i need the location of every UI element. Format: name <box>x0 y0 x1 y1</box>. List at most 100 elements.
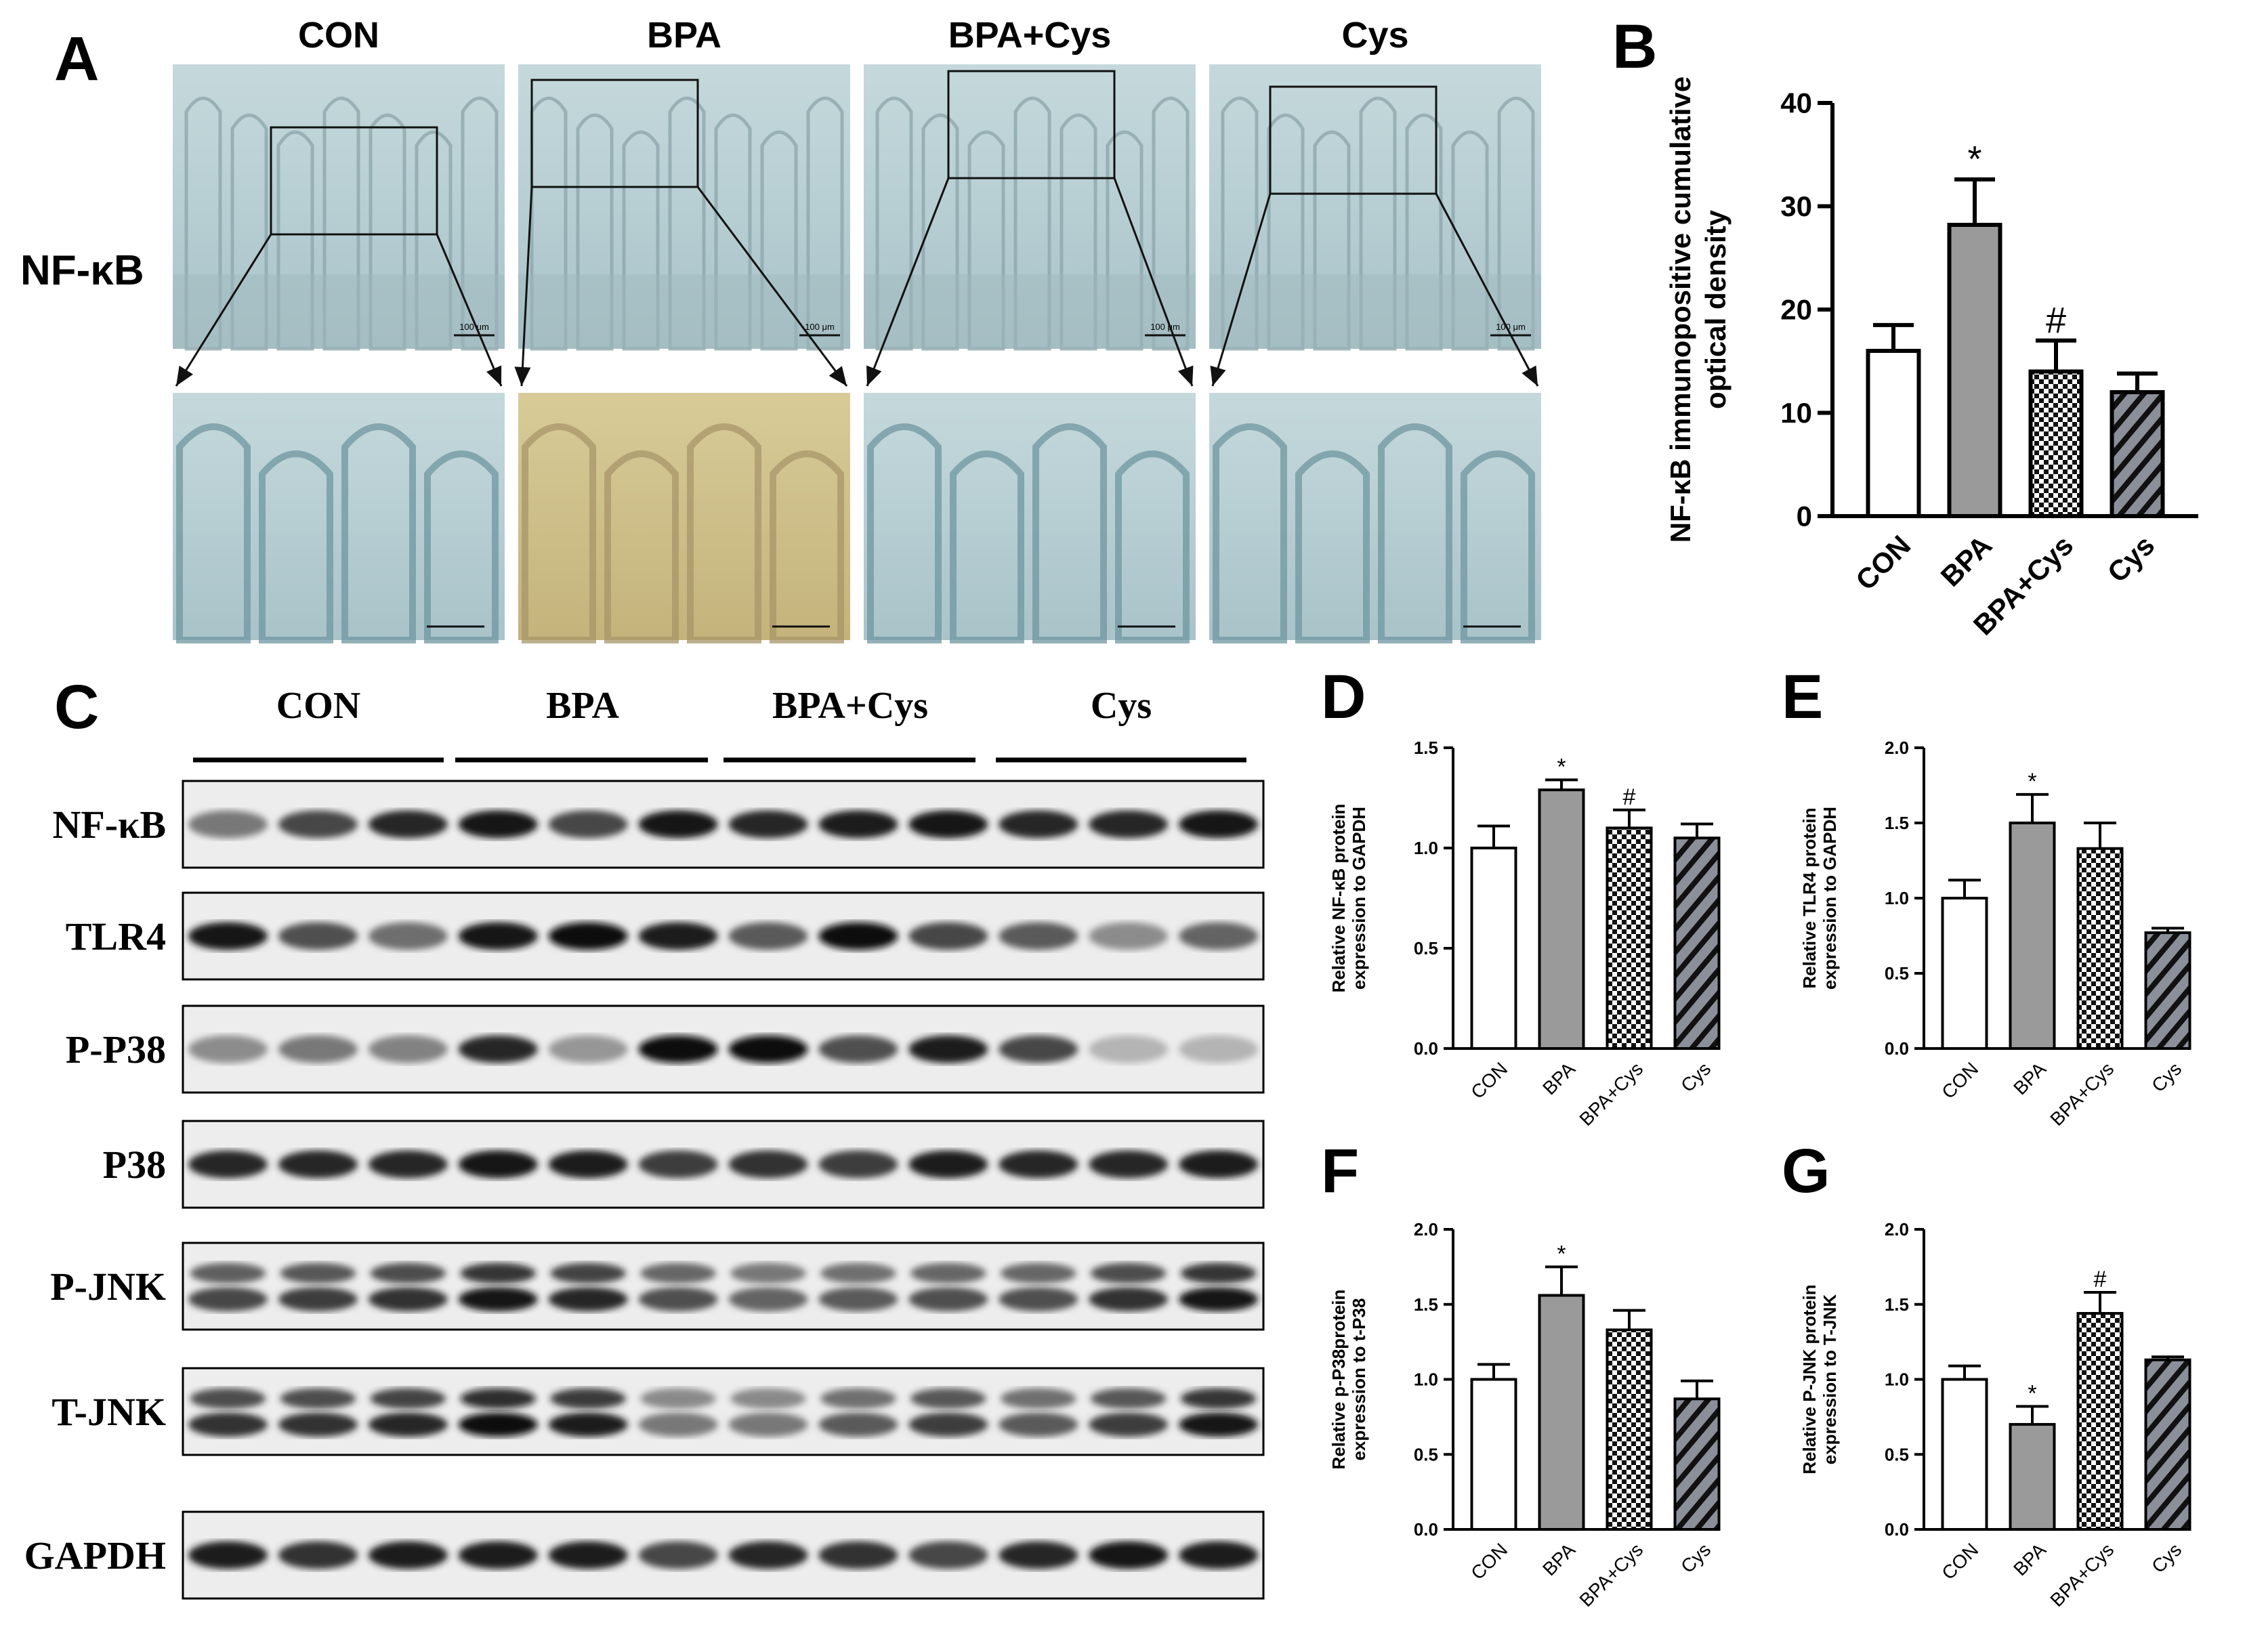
blot-band <box>908 1150 988 1179</box>
x-category-label: CON <box>1937 1539 1982 1584</box>
blot-band <box>278 1287 358 1312</box>
blot-band <box>1179 922 1259 950</box>
scale-bar-label: 100 μm <box>459 322 489 332</box>
blot-band <box>818 1412 898 1437</box>
x-category-label: Cys <box>2147 1058 2185 1096</box>
blot-band <box>1089 1287 1169 1312</box>
y-tick-label: 10 <box>1780 397 1812 429</box>
blot-band <box>190 1263 266 1284</box>
blot-row: TLR4 <box>66 891 1265 981</box>
y-tick-label: 20 <box>1780 294 1812 326</box>
panel-letter-d: D <box>1321 662 1366 732</box>
panel-a-row-label: NF-κB <box>20 247 144 294</box>
blot-band <box>638 1035 718 1063</box>
blot-band <box>368 810 448 839</box>
blot-band <box>548 922 628 950</box>
bar <box>2076 1312 2124 1531</box>
blot-band <box>818 1150 898 1179</box>
blot-band <box>818 810 898 839</box>
blot-membrane <box>182 1242 1265 1331</box>
blot-band <box>368 1035 448 1063</box>
blot-band <box>458 1287 538 1312</box>
panel-g-chart: 0.0 0.5 1.0 1.5 2.0 Relative P-JNK protein exp… <box>1799 1219 2191 1611</box>
blot-band <box>728 810 808 839</box>
x-category-label: Cys <box>1677 1539 1715 1577</box>
blot-band <box>1089 1150 1169 1179</box>
y-tick-label: 0.5 <box>1885 1444 1909 1464</box>
blot-band <box>548 1150 628 1179</box>
bar <box>2028 369 2084 518</box>
blot-band <box>908 1412 988 1437</box>
significance-mark: * <box>2028 769 2036 795</box>
micrograph-overview: 100 μm <box>173 64 505 351</box>
blot-band <box>1089 1412 1169 1437</box>
blot-band <box>638 922 718 950</box>
micrograph-overview: 100 μm <box>1209 64 1541 351</box>
blot-band <box>908 1287 988 1312</box>
blot-membrane <box>182 1004 1265 1094</box>
blot-band <box>458 922 538 950</box>
x-category-label: BPA <box>1538 1058 1579 1099</box>
x-category-label: CON <box>1467 1058 1511 1103</box>
blot-band <box>999 922 1078 950</box>
x-category-label: BPA+Cys <box>2047 1058 2118 1130</box>
blot-band <box>548 1035 628 1063</box>
blot-band <box>908 1541 988 1569</box>
blot-band <box>818 1541 898 1569</box>
blot-band <box>368 1150 448 1179</box>
y-axis-label: NF-κB immunopositive cumulative <box>1664 77 1696 543</box>
blot-band <box>1000 1388 1076 1410</box>
zoom-arrow <box>1211 193 1272 387</box>
blot-row: T-JNK <box>51 1367 1265 1456</box>
blot-band <box>278 1541 358 1569</box>
bar <box>2076 847 2124 1050</box>
blot-band <box>188 810 268 839</box>
blot-band <box>1179 1412 1259 1437</box>
y-tick-label: 1.0 <box>1414 1370 1438 1390</box>
blot-group-label: BPA <box>546 685 619 727</box>
blot-membrane <box>182 891 1265 981</box>
blot-band <box>278 810 358 839</box>
significance-mark: * <box>1557 1241 1566 1267</box>
y-tick-label: 1.0 <box>1885 1370 1909 1390</box>
blot-band <box>999 810 1078 839</box>
blot-band <box>999 1287 1078 1312</box>
blot-band <box>1090 1388 1167 1410</box>
blot-band <box>278 1412 358 1437</box>
x-category-label: BPA+Cys <box>2047 1539 2118 1611</box>
blot-band <box>458 1035 538 1063</box>
blot-row-label: T-JNK <box>51 1390 166 1434</box>
blot-group-label: BPA+Cys <box>772 685 928 727</box>
blot-band <box>368 1541 448 1569</box>
blot-band <box>370 1388 446 1410</box>
zoom-arrow <box>520 186 533 387</box>
x-category-label: BPA <box>2009 1539 2050 1580</box>
blot-band <box>638 1287 718 1312</box>
y-tick-label: 1.5 <box>1885 813 1909 833</box>
blot-band <box>818 1287 898 1312</box>
y-axis-label: expression to GAPDH <box>1820 807 1840 990</box>
blot-band <box>728 1541 808 1569</box>
micrograph-zoomed <box>518 393 850 643</box>
blot-row-label: P-P38 <box>66 1028 166 1072</box>
y-axis-label: Relative p-P38protein <box>1328 1290 1349 1470</box>
y-tick-label: 0.5 <box>1885 963 1909 983</box>
blot-band <box>999 1035 1078 1063</box>
blot-band <box>1090 1263 1167 1284</box>
y-tick-label: 0.0 <box>1885 1038 1909 1059</box>
blot-band <box>908 1035 988 1063</box>
y-tick-label: 2.0 <box>1414 1219 1438 1240</box>
zoom-region-box <box>270 126 438 236</box>
blot-membrane <box>182 1120 1265 1209</box>
blot-band <box>1089 1035 1169 1063</box>
blot-band <box>1000 1263 1076 1284</box>
y-tick-label: 0.5 <box>1414 938 1438 958</box>
bar <box>1941 1378 1988 1531</box>
blot-band <box>999 1412 1078 1437</box>
blot-row-label: GAPDH <box>24 1533 166 1577</box>
significance-mark: # <box>1623 784 1636 810</box>
y-tick-label: 1.0 <box>1885 888 1909 908</box>
bar <box>1606 826 1653 1051</box>
blot-band <box>1179 1541 1259 1569</box>
